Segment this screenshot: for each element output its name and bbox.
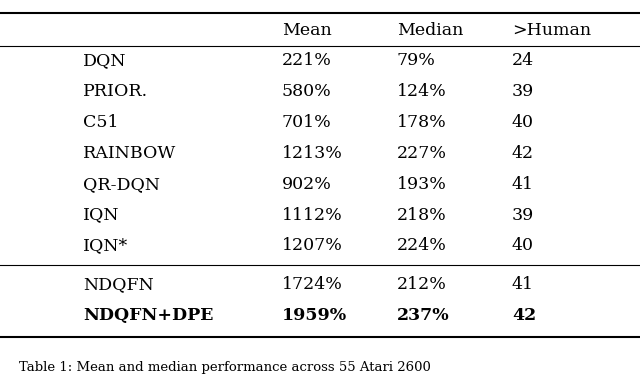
Text: 40: 40 <box>512 114 534 131</box>
Text: NDQFN+DPE: NDQFN+DPE <box>83 306 214 324</box>
Text: QR-DQN: QR-DQN <box>83 176 160 193</box>
Text: RAINBOW: RAINBOW <box>83 145 177 162</box>
Text: NDQFN: NDQFN <box>83 276 154 293</box>
Text: IQN*: IQN* <box>83 237 129 255</box>
Text: DQN: DQN <box>83 52 127 70</box>
Text: Table 1: Mean and median performance across 55 Atari 2600: Table 1: Mean and median performance acr… <box>19 361 431 374</box>
Text: 1724%: 1724% <box>282 276 342 293</box>
Text: 212%: 212% <box>397 276 447 293</box>
Text: 1112%: 1112% <box>282 206 342 224</box>
Text: Median: Median <box>397 22 463 39</box>
Text: PRIOR.: PRIOR. <box>83 83 148 100</box>
Text: 701%: 701% <box>282 114 332 131</box>
Text: 237%: 237% <box>397 306 449 324</box>
Text: 79%: 79% <box>397 52 436 70</box>
Text: 193%: 193% <box>397 176 447 193</box>
Text: 42: 42 <box>512 306 536 324</box>
Text: 1207%: 1207% <box>282 237 342 255</box>
Text: 41: 41 <box>512 176 534 193</box>
Text: 221%: 221% <box>282 52 332 70</box>
Text: IQN: IQN <box>83 206 120 224</box>
Text: 227%: 227% <box>397 145 447 162</box>
Text: 41: 41 <box>512 276 534 293</box>
Text: C51: C51 <box>83 114 118 131</box>
Text: 124%: 124% <box>397 83 447 100</box>
Text: 580%: 580% <box>282 83 332 100</box>
Text: 40: 40 <box>512 237 534 255</box>
Text: 42: 42 <box>512 145 534 162</box>
Text: 39: 39 <box>512 206 534 224</box>
Text: 1213%: 1213% <box>282 145 342 162</box>
Text: >Human: >Human <box>512 22 591 39</box>
Text: 178%: 178% <box>397 114 447 131</box>
Text: Mean: Mean <box>282 22 332 39</box>
Text: 224%: 224% <box>397 237 447 255</box>
Text: 24: 24 <box>512 52 534 70</box>
Text: 39: 39 <box>512 83 534 100</box>
Text: 218%: 218% <box>397 206 447 224</box>
Text: 1959%: 1959% <box>282 306 347 324</box>
Text: 902%: 902% <box>282 176 332 193</box>
